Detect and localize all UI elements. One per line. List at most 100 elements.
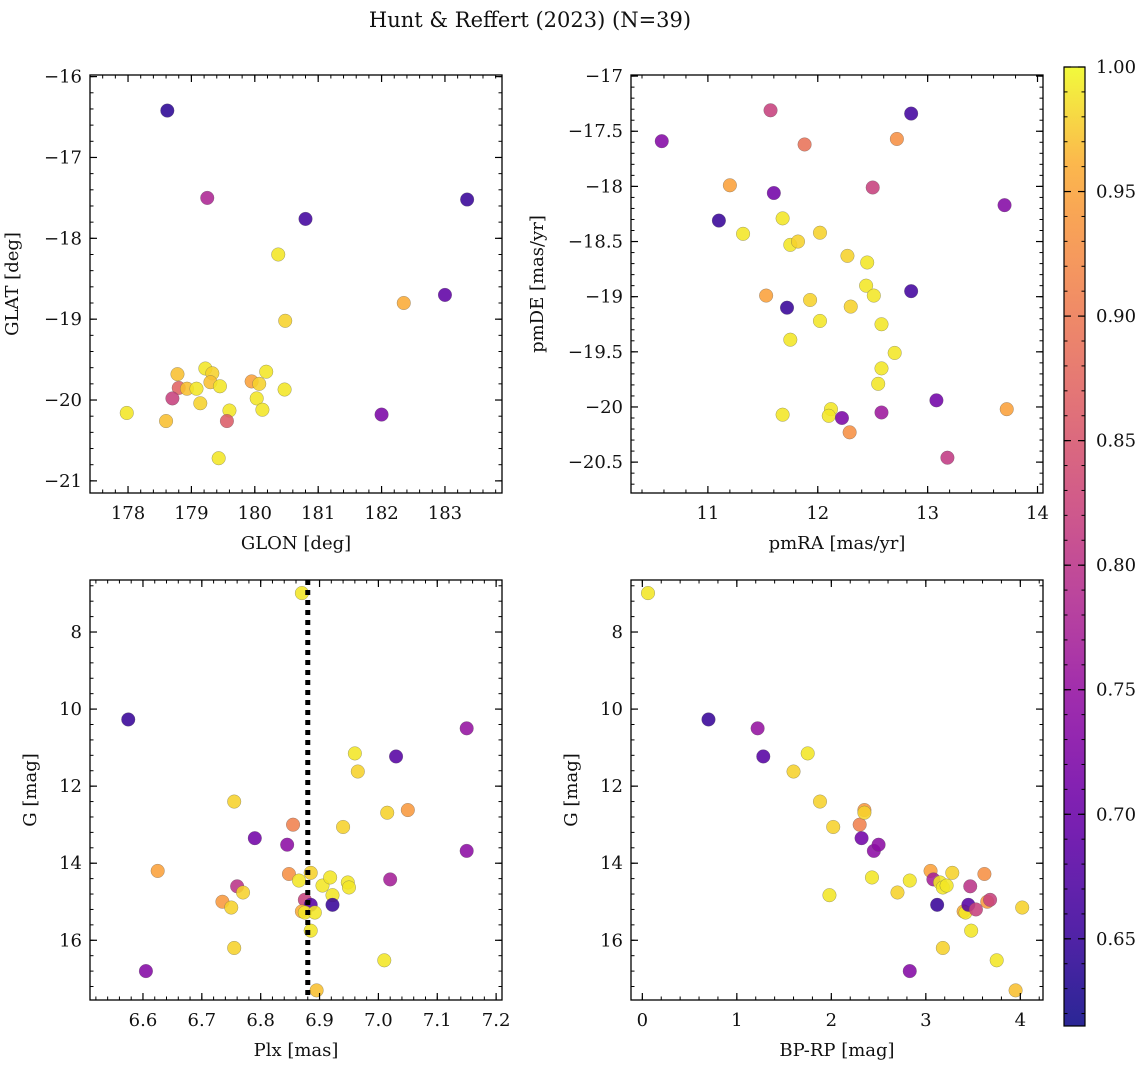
data-point (278, 313, 293, 328)
data-point (1015, 900, 1030, 915)
data-point (874, 361, 889, 376)
data-point (437, 287, 453, 302)
ticks: 178 179 180 181 182 183 −21 −20 −19 −18 −17 −16 (44, 67, 502, 524)
data-point (822, 888, 837, 903)
y-tick-label: −17.5 (568, 121, 623, 142)
data-point (902, 873, 917, 888)
x-tick-label: 6.9 (305, 1010, 334, 1031)
data-point (759, 288, 774, 303)
data-point (383, 872, 398, 887)
data-point (303, 865, 318, 880)
y-tick-label: −17 (585, 66, 623, 87)
data-point (654, 134, 669, 149)
colorbar-tick-label: 1.00 (1096, 57, 1136, 78)
x-tick-label: 14 (1026, 503, 1049, 524)
y-tick-label: 10 (600, 699, 623, 720)
y-tick-label: 14 (59, 853, 82, 874)
data-point (1008, 983, 1023, 998)
scatter-points (640, 586, 1030, 998)
panel-plx-g: 6.6 6.7 6.8 6.9 7.0 7.1 7.2 8 10 12 14 16 Plx [mas] G… (20, 579, 511, 1061)
data-point (189, 381, 204, 396)
data-point (963, 879, 978, 894)
colorbar-tick-label: 0.95 (1096, 182, 1136, 203)
y-tick-label: 16 (600, 930, 623, 951)
panel-pmra-pmde: 11 12 13 14 −20.5 −20 −19.5 −19 −18.5 −18 −17.5 −17… (527, 66, 1049, 554)
y-axis-label: G [mag] (20, 753, 41, 826)
data-point (890, 885, 905, 900)
data-point (271, 247, 286, 262)
data-point (840, 248, 855, 263)
data-point (775, 211, 790, 226)
data-point (227, 794, 242, 809)
data-point (138, 964, 153, 979)
x-tick-label: 3 (920, 1010, 931, 1031)
data-point (347, 746, 362, 761)
x-axis-label: BP-RP [mag] (779, 1040, 894, 1061)
y-tick-label: −19 (585, 287, 623, 308)
x-tick-label: 13 (916, 503, 939, 524)
data-point (864, 870, 880, 885)
data-point (701, 712, 716, 727)
data-point (902, 964, 917, 979)
data-point (775, 407, 790, 422)
data-point (983, 892, 998, 907)
data-point (968, 902, 983, 917)
data-point (259, 364, 274, 379)
x-tick-label: 2 (826, 1010, 837, 1031)
panel-glon-glat: 178 179 180 181 182 183 −21 −20 −19 −18 −17 −16 GLON… (2, 67, 503, 554)
data-point (763, 103, 778, 118)
colorbar: 0.65 0.70 0.75 0.80 0.85 0.90 0.95 1.00 (1063, 57, 1136, 1027)
scatter-points (119, 103, 475, 466)
data-point (834, 410, 849, 426)
y-tick-label: 8 (612, 622, 623, 643)
data-point (821, 408, 836, 423)
colorbar-tick-label: 0.85 (1096, 431, 1136, 452)
y-tick-label: 12 (600, 776, 623, 797)
data-point (999, 402, 1014, 417)
scatter-points (121, 586, 474, 998)
data-point (200, 190, 215, 205)
x-tick-label: 0 (637, 1010, 648, 1031)
y-tick-label: −20.5 (568, 452, 623, 473)
data-point (842, 425, 857, 440)
colorbar-tick-label: 0.80 (1096, 555, 1136, 576)
data-point (396, 295, 411, 311)
data-point (904, 284, 919, 299)
colorbar-tick-label: 0.65 (1096, 929, 1136, 950)
data-point (812, 794, 828, 809)
y-tick-label: −18.5 (568, 232, 623, 253)
x-tick-label: 6.8 (246, 1010, 275, 1031)
y-axis-label: pmDE [mas/yr] (527, 215, 548, 353)
data-point (159, 413, 174, 429)
data-point (341, 880, 357, 895)
x-tick-label: 7.1 (423, 1010, 452, 1031)
colorbar-tick-label: 0.90 (1096, 306, 1136, 327)
y-tick-label: −21 (44, 471, 82, 492)
data-point (843, 299, 858, 314)
data-point (400, 802, 415, 818)
data-point (800, 746, 815, 761)
x-tick-label: 180 (238, 503, 272, 524)
x-tick-label: 7.2 (482, 1010, 511, 1031)
data-point (325, 897, 340, 912)
data-point (977, 866, 992, 882)
ticks: 11 12 13 14 −20.5 −20 −19.5 −19 −18.5 −18 −17.5 −17 (568, 66, 1049, 524)
y-tick-label: −20 (585, 397, 623, 418)
axes-frame (630, 74, 1044, 494)
data-point (940, 450, 955, 465)
axes-frame (630, 579, 1044, 1001)
data-point (255, 402, 270, 417)
data-point (247, 831, 262, 846)
y-tick-label: −17 (44, 147, 82, 168)
data-point (997, 198, 1012, 213)
data-point (866, 288, 881, 303)
colorbar-tick-label: 0.70 (1096, 804, 1136, 825)
data-point (150, 863, 165, 878)
data-point (889, 131, 904, 147)
data-point (459, 843, 474, 858)
figure-title: Hunt & Reffert (2023) (N=39) (369, 8, 691, 32)
y-tick-label: −16 (44, 67, 82, 88)
data-point (459, 721, 474, 736)
